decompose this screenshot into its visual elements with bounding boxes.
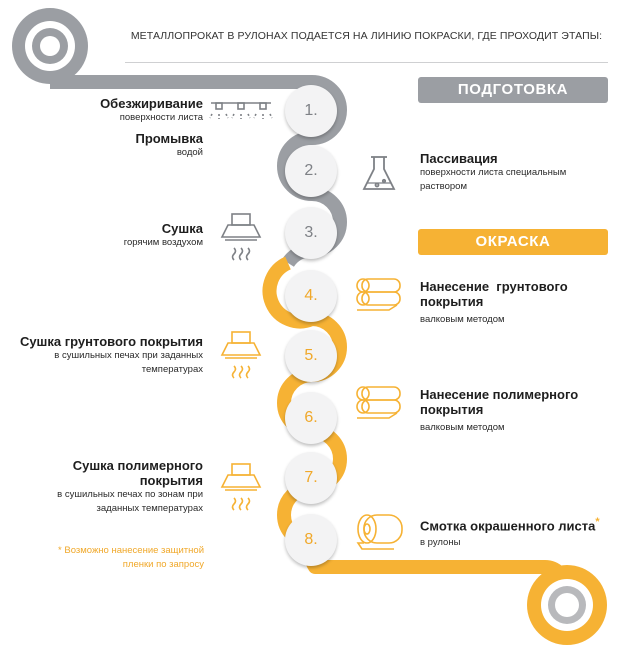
step-number-6: 6. <box>285 392 337 444</box>
step-title-line2: покрытия <box>420 294 484 309</box>
step-subtitle: горячим воздухом <box>123 237 203 248</box>
step-subtitle: валковым методом <box>420 422 505 433</box>
step-subtitle: в сушильных печах по зонам при <box>57 489 203 500</box>
phase-painting-badge: ОКРАСКА <box>418 229 608 255</box>
step-subtitle-line2: температурах <box>141 364 203 375</box>
step-title: Сушка полимерного <box>72 458 203 473</box>
step-subtitle-line2: раствором <box>420 181 467 192</box>
step-subtitle: водой <box>176 147 203 158</box>
step-primer-coating: Нанесение грунтового покрытия валковым м… <box>420 279 610 327</box>
dryer-hood-icon <box>220 213 262 261</box>
flask-icon <box>362 156 396 190</box>
step-subtitle: в сушильных печах при заданных <box>54 350 203 361</box>
step-polymer-coating: Нанесение полимерного покрытия валковым … <box>420 387 610 435</box>
footnote-marker: * <box>595 516 600 528</box>
step-title: Нанесение грунтового <box>420 279 568 294</box>
step-subtitle: валковым методом <box>420 314 505 325</box>
footnote-line1: Возможно нанесение защитной <box>64 545 204 556</box>
steel-coil-start-icon <box>12 8 88 84</box>
step-number-7: 7. <box>285 452 337 504</box>
step-passivation: Пассивация поверхности листа специальным… <box>420 151 610 194</box>
phase-preparation-badge: ПОДГОТОВКА <box>418 77 608 103</box>
step-number-3: 3. <box>285 207 337 259</box>
intro-text: МЕТАЛЛОПРОКАТ В РУЛОНАХ ПОДАЕТСЯ НА ЛИНИ… <box>130 30 603 42</box>
spray-nozzles-icon <box>209 102 273 119</box>
steel-coil-end-icon <box>527 565 607 645</box>
step-polymer-drying: Сушка полимерного покрытия в сушильных п… <box>20 458 203 516</box>
step-subtitle: поверхности листа <box>119 112 203 123</box>
step-drying: Сушка горячим воздухом <box>40 221 203 250</box>
rollers-icon <box>356 278 401 311</box>
step-title: Обезжиривание <box>100 96 203 111</box>
step-number-5: 5. <box>285 330 337 382</box>
dryer-hood-icon <box>220 331 262 379</box>
step-number-8: 8. <box>285 514 337 566</box>
footnote: * Возможно нанесение защитной пленки по … <box>20 544 204 572</box>
step-title: Нанесение полимерного <box>420 387 579 402</box>
step-primer-drying: Сушка грунтового покрытия в сушильных пе… <box>10 334 203 377</box>
footnote-marker: * <box>58 545 62 556</box>
step-coiling: Смотка окрашенного листа* в рулоны <box>420 515 615 550</box>
step-title: Промывка <box>135 131 203 146</box>
step-number-4: 4. <box>285 270 337 322</box>
step-rinsing: Промывка водой <box>40 131 203 160</box>
step-title-line2: покрытия <box>420 402 484 417</box>
step-number-2: 2. <box>285 145 337 197</box>
step-degreasing: Обезжиривание поверхности листа <box>40 96 203 125</box>
step-title: Сушка грунтового покрытия <box>19 334 203 349</box>
step-subtitle: поверхности листа специальным <box>420 167 567 178</box>
step-number-1: 1. <box>285 85 337 137</box>
rollers-icon <box>356 386 401 419</box>
coil-roll-icon <box>356 514 403 550</box>
step-title: Смотка окрашенного листа <box>420 518 596 534</box>
dryer-hood-icon <box>220 463 262 511</box>
step-title-line2: покрытия <box>139 473 203 488</box>
step-title: Пассивация <box>420 151 498 166</box>
step-title: Сушка <box>161 221 203 236</box>
intro-header: МЕТАЛЛОПРОКАТ В РУЛОНАХ ПОДАЕТСЯ НА ЛИНИ… <box>125 10 608 63</box>
step-subtitle: в рулоны <box>420 537 461 549</box>
footnote-line2: пленки по запросу <box>122 559 204 570</box>
step-subtitle-line2: заданных температурах <box>96 503 203 514</box>
